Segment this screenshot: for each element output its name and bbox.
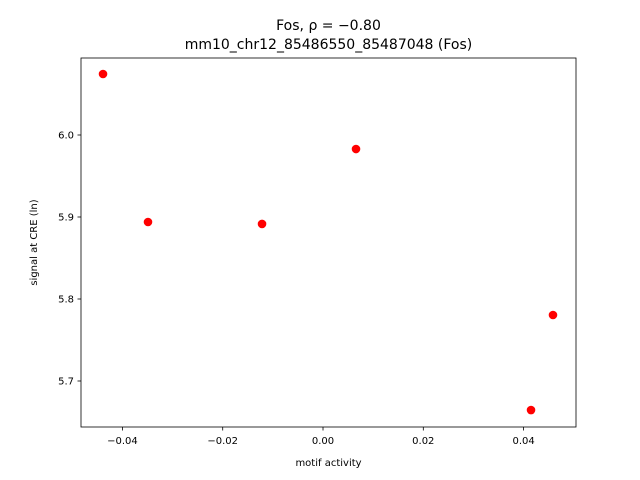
chart-title: Fos, ρ = −0.80 (276, 18, 381, 34)
x-axis-label: motif activity (295, 458, 361, 469)
y-tick-label: 5.8 (58, 294, 74, 305)
point (98, 69, 108, 79)
chart-subtitle: mm10_chr12_85486550_85487048 (Fos) (185, 37, 473, 53)
y-tick-label: 5.9 (58, 212, 74, 223)
plot-frame (80, 57, 577, 428)
x-tick-label: −0.04 (107, 436, 138, 447)
y-axis-label: signal at CRE (ln) (29, 199, 40, 285)
point (143, 217, 153, 227)
point (526, 405, 536, 415)
point (548, 310, 558, 320)
point (351, 144, 361, 154)
point (257, 219, 267, 229)
y-tick-label: 5.7 (58, 376, 74, 387)
x-tick-label: 0.04 (512, 436, 534, 447)
x-tick-label: 0.02 (412, 436, 434, 447)
x-tick-label: 0.00 (312, 436, 334, 447)
y-tick-label: 6.0 (58, 130, 74, 141)
x-tick-label: −0.02 (207, 436, 238, 447)
